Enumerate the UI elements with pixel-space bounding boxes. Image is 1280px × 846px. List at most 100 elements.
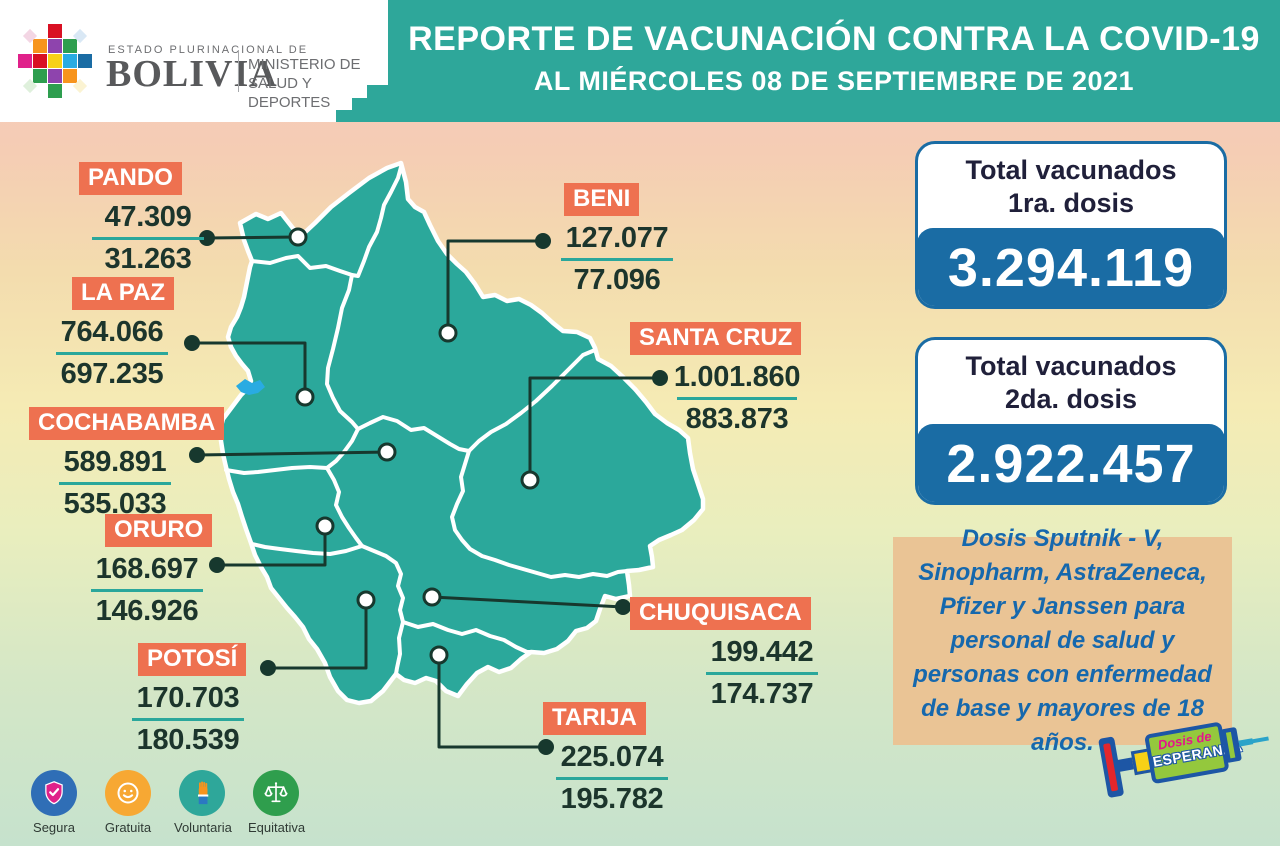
connector-pando [205,235,300,240]
dot-potosi-label [260,660,276,676]
chuquisaca-dose2-value: 174.737 [710,678,814,710]
santacruz-dose2-value: 883.873 [685,403,789,435]
shield-check-icon [31,770,77,816]
total-dose2-box: Total vacunados 2da. dosis 2.922.457 [915,337,1227,505]
vaccine-principles: Segura Gratuita [26,770,306,835]
principle-label-equitativa: Equitativa [248,820,306,835]
dot-santacruz-label [652,370,668,386]
potosi-dose2-value: 180.539 [136,724,240,756]
label-end-dots [184,230,668,755]
santacruz-dose1-value: 1.001.860 [673,361,801,393]
tarija-divider [556,777,668,780]
border-oruro-cochabamba [325,466,364,548]
map-marker-oruro [315,516,335,536]
cochabamba-divider [59,482,171,485]
border-pando [250,254,354,277]
report-title: REPORTE DE VACUNACIÓN CONTRA LA COVID-19 [408,20,1260,58]
total-dose1-label-line2: 1ra. dosis [1007,188,1135,218]
smiley-icon [105,770,151,816]
department-label-potosi: POTOSÍ [138,643,247,676]
total-dose2-value: 2.922.457 [918,424,1224,502]
map-marker-beni [438,323,458,343]
department-block-chuquisaca: CHUQUISACA 199.442 174.737 [630,597,832,711]
total-dose1-label: Total vacunados 1ra. dosis [918,144,1224,228]
tarija-dose2-value: 195.782 [560,783,664,815]
syringe-needle-tip [1250,736,1269,744]
map-marker-chuquisaca [422,587,442,607]
connector-lines [190,235,662,749]
raised-hand-icon [179,770,225,816]
oruro-dose1-value: 168.697 [95,553,199,585]
department-block-potosi: POTOSÍ 170.703 180.539 [118,643,258,757]
cochabamba-dose1-value: 589.891 [63,446,167,478]
ministerio-line2: SALUD Y DEPORTES [248,75,331,111]
lapaz-divider [56,352,168,355]
total-dose2-label: Total vacunados 2da. dosis [918,340,1224,424]
dot-cochabamba-label [189,447,205,463]
dot-tarija-label [538,739,554,755]
balance-scale-icon [253,770,299,816]
total-dose2-label-line1: Total vacunados [965,351,1177,381]
border-chuquisaca-tarija [401,620,533,654]
department-label-tarija: TARIJA [543,702,646,735]
syringe-barrel: Dosis de ESPERANZA [1144,721,1244,785]
total-dose1-box: Total vacunados 1ra. dosis 3.294.119 [915,141,1227,309]
connector-cochabamba [195,450,389,457]
department-label-chuquisaca: CHUQUISACA [630,597,811,630]
border-potosi-tarija [394,620,405,676]
dot-beni-label [535,233,551,249]
department-label-santacruz: SANTA CRUZ [630,322,802,355]
bolivia-state-logo-icon [18,24,92,98]
department-block-santacruz: SANTA CRUZ 1.001.860 883.873 [630,322,817,436]
department-block-lapaz: LA PAZ 764.066 697.235 [42,277,182,391]
map-marker-potosi [356,590,376,610]
header-step-decoration [367,85,388,122]
principle-equitativa: Equitativa [248,770,306,835]
vaccine-note-box: Dosis Sputnik - V, Sinopharm, AstraZenec… [893,525,1232,756]
beni-divider [561,258,673,261]
principle-label-gratuita: Gratuita [104,820,152,835]
department-label-cochabamba: COCHABAMBA [29,407,225,440]
connector-beni [446,239,545,335]
border-oruro-potosi [250,542,364,556]
map-marker-santacruz [520,470,540,490]
lapaz-dose2-value: 697.235 [60,358,164,390]
beni-dose1-value: 127.077 [565,222,669,254]
chuquisaca-divider [706,672,818,675]
dot-chuquisaca-label [615,599,631,615]
department-label-oruro: ORURO [105,514,213,547]
total-dose1-label-line1: Total vacunados [965,155,1177,185]
potosi-dose1-value: 170.703 [136,682,240,714]
department-label-beni: BENI [564,183,640,216]
department-block-tarija: TARIJA 225.074 195.782 [542,702,682,816]
connector-oruro [215,524,327,567]
logo-panel: ESTADO PLURINACIONAL DE BOLIVIA MINISTER… [0,0,388,122]
department-label-lapaz: LA PAZ [72,277,174,310]
oruro-dose2-value: 146.926 [95,595,199,627]
border-potosi-chuquisaca [360,544,405,624]
border-cochabamba-north [356,415,471,453]
oruro-divider [91,589,203,592]
estado-plurinacional-label: ESTADO PLURINACIONAL DE [108,44,309,56]
connector-tarija [437,653,548,749]
department-borders [224,165,629,676]
border-cochabamba-santacruz-chuquisaca [450,449,629,579]
bolivia-wordmark: BOLIVIA [106,53,278,95]
department-block-beni: BENI 127.077 77.096 [547,183,687,297]
department-label-pando: PANDO [79,162,182,195]
dot-lapaz-label [184,335,200,351]
principle-label-segura: Segura [33,820,75,835]
total-dose2-label-line2: 2da. dosis [1004,384,1138,414]
total-dose1-value: 3.294.119 [918,228,1224,306]
department-block-oruro: ORURO 168.697 146.926 [77,514,217,628]
principle-segura: Segura [26,770,82,835]
ministerio-label: MINISTERIO DE SALUD Y DEPORTES [248,55,388,112]
principle-label-voluntaria: Voluntaria [174,820,232,835]
report-date-subtitle: AL MIÉRCOLES 08 DE SEPTIEMBRE DE 2021 [533,66,1135,96]
logo-divider [238,50,239,92]
connector-chuquisaca [430,595,625,609]
department-block-pando: PANDO 47.309 31.263 [78,162,218,276]
map-marker-dots [288,227,540,665]
